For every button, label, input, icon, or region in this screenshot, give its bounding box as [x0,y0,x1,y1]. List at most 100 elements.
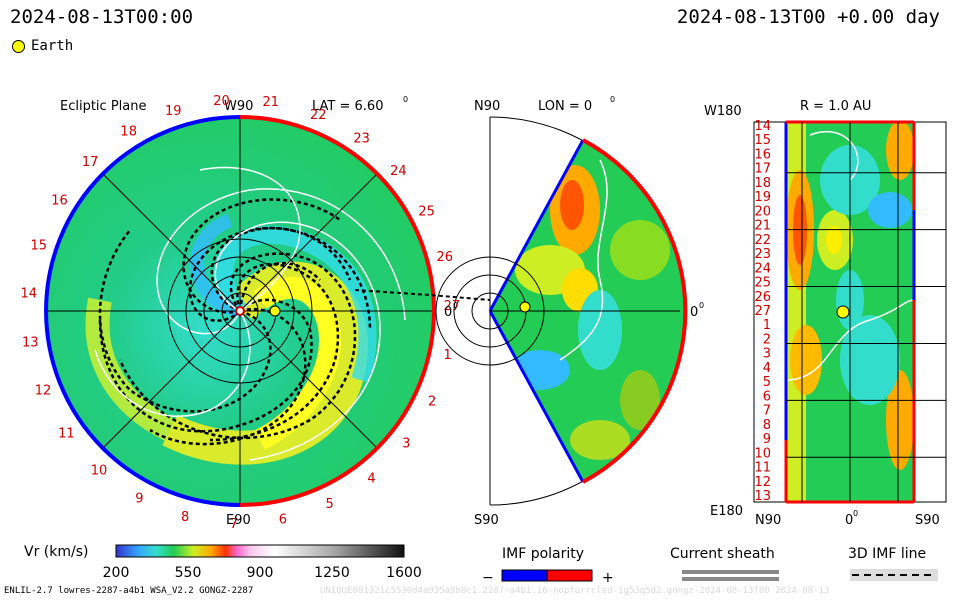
ecliptic-rim-tick: 11 [58,427,75,442]
radial-y-tick: 18 [754,176,771,191]
ecliptic-polarity-ring-negative [44,115,241,507]
radial-y-tick: 12 [754,475,771,490]
footer-run-info: ENLIL-2.7 lowres-2287-a4b1 WSA_V2.2 GONG… [4,586,254,596]
current-sheath-legend: Current sheath [670,546,779,581]
imf-line-legend: 3D IMF line [848,546,938,581]
meridional-heatmap [490,140,686,482]
colorbar-ticks: 200 550 900 1250 1600 [103,565,422,581]
earth-marker-radial [836,305,850,319]
radial-y-tick: 16 [754,147,771,162]
imf-polarity-plus: + [602,570,614,586]
ecliptic-rim-tick: 6 [279,513,287,528]
earth-marker-meridional [519,301,531,313]
meridional-right-label: 0 [690,305,698,320]
earth-legend: Earth [12,38,73,54]
meridional-lon-label: LON = 0 [538,99,592,114]
datetime-left: 2024-08-13T00:00 [10,6,194,28]
ecliptic-right-label: 0 [444,305,452,320]
ecliptic-right-degree: 0 [453,301,458,310]
ecliptic-rim-tick: 5 [325,497,333,512]
meridional-top-label: N90 [474,99,500,114]
datetime-right: 2024-08-13T00 +0.00 day [676,6,940,28]
radial-y-tick: 9 [763,432,771,447]
radial-y-tick: 26 [754,290,771,305]
ecliptic-rim-tick: 19 [165,104,182,119]
ecliptic-rim-tick: 21 [262,95,279,110]
radial-y-tick: 13 [754,489,771,504]
radial-y-tick: 5 [763,375,771,390]
imf-polarity-label: IMF polarity [502,546,584,562]
radial-x-tick-n90: N90 [755,513,781,528]
ecliptic-title: Ecliptic Plane [60,99,146,114]
radial-y-tick: 1 [763,318,771,333]
radial-y-tick: 2 [763,332,771,347]
colorbar-tick: 550 [175,565,202,581]
radial-y-tick: 24 [754,261,771,276]
radial-y-tick: 17 [754,162,771,177]
radial-r-label: R = 1.0 AU [800,99,871,114]
imf-polarity-negative-swatch [501,569,548,582]
imf-polarity-legend: IMF polarity − + [482,546,614,586]
radial-y-tick: 19 [754,190,771,205]
radial-y-tick: 21 [754,219,771,234]
colorbar-gradient [115,544,405,558]
colorbar-tick: 200 [103,565,130,581]
colorbar: Vr (km/s) 200 550 900 1250 1600 [24,544,422,581]
colorbar-tick: 1250 [314,565,350,581]
radial-y-tick: 7 [763,404,771,419]
colorbar-tick: 1600 [386,565,422,581]
ecliptic-rim-tick: 9 [135,492,143,507]
radial-y-tick: 20 [754,204,771,219]
ecliptic-rim-tick: 18 [120,125,137,140]
radial-y-tick: 27 [754,304,771,319]
ecliptic-rim-tick: 25 [418,204,435,219]
ecliptic-rim-tick: 13 [22,336,39,351]
colorbar-label: Vr (km/s) [24,544,88,560]
ecliptic-rim-tick: 7 [230,517,238,532]
radial-surface-panel: W180 R = 1.0 AU 1 [704,99,947,528]
radial-y-tick: 22 [754,233,771,248]
imf-polarity-positive-swatch [546,569,593,582]
radial-grid [786,172,946,458]
radial-y-tick: 14 [754,119,771,134]
radial-y-tick: 4 [763,361,771,376]
current-sheath-swatch-top [682,570,779,574]
ecliptic-lat-degree: 0 [403,95,408,104]
ecliptic-bottom-label: E90 [226,513,251,528]
ecliptic-rim-ticks: 20 21222324252627123456789101112131415161… [21,94,461,532]
meridional-plane-panel: N90 LON = 0 0 0 0 S90 [435,95,704,528]
imf-polarity-minus: − [482,570,494,586]
imf-line-label: 3D IMF line [848,546,926,562]
ecliptic-rim-tick: 10 [91,463,108,478]
meridional-right-degree: 0 [699,301,704,310]
ecliptic-rim-tick: 27 [444,299,461,314]
ecliptic-rim-tick: 1 [443,348,451,363]
ecliptic-rim-tick: 3 [402,436,410,451]
ecliptic-rim-tick: 23 [353,131,370,146]
radial-y-tick: 10 [754,446,771,461]
radial-y-tick: 23 [754,247,771,262]
ecliptic-rim-tick: 12 [35,383,52,398]
radial-y-tick: 15 [754,133,771,148]
radial-corner-top: W180 [704,104,742,119]
radial-y-tick: 8 [763,418,771,433]
ecliptic-rim-tick: 17 [82,155,99,170]
imf-line-link [354,289,491,301]
ecliptic-rim-tick: 22 [310,108,327,123]
ecliptic-rim-tick: 26 [437,250,454,265]
ecliptic-rim-tick: 16 [51,194,68,209]
ecliptic-plane-panel: Ecliptic Plane W90 LAT = 6.60 0 [21,94,491,532]
earth-marker-ecliptic [269,305,281,317]
ecliptic-rim-tick: 4 [367,471,375,486]
radial-x-tick-0: 0 [845,513,853,528]
colorbar-tick: 900 [247,565,274,581]
sun-marker-ecliptic [235,306,245,316]
ecliptic-rim-tick: 15 [30,238,47,253]
footer-run-id: UNIQUE081321c5530d4a935a9b0c1.2287-a4b1.… [320,586,830,596]
radial-x-tick-degree: 0 [853,509,858,518]
ecliptic-rim-tick: 8 [181,510,189,525]
current-sheath-swatch-bottom [682,577,779,581]
ecliptic-rim-tick: 2 [428,395,436,410]
radial-y-tick: 3 [763,347,771,362]
